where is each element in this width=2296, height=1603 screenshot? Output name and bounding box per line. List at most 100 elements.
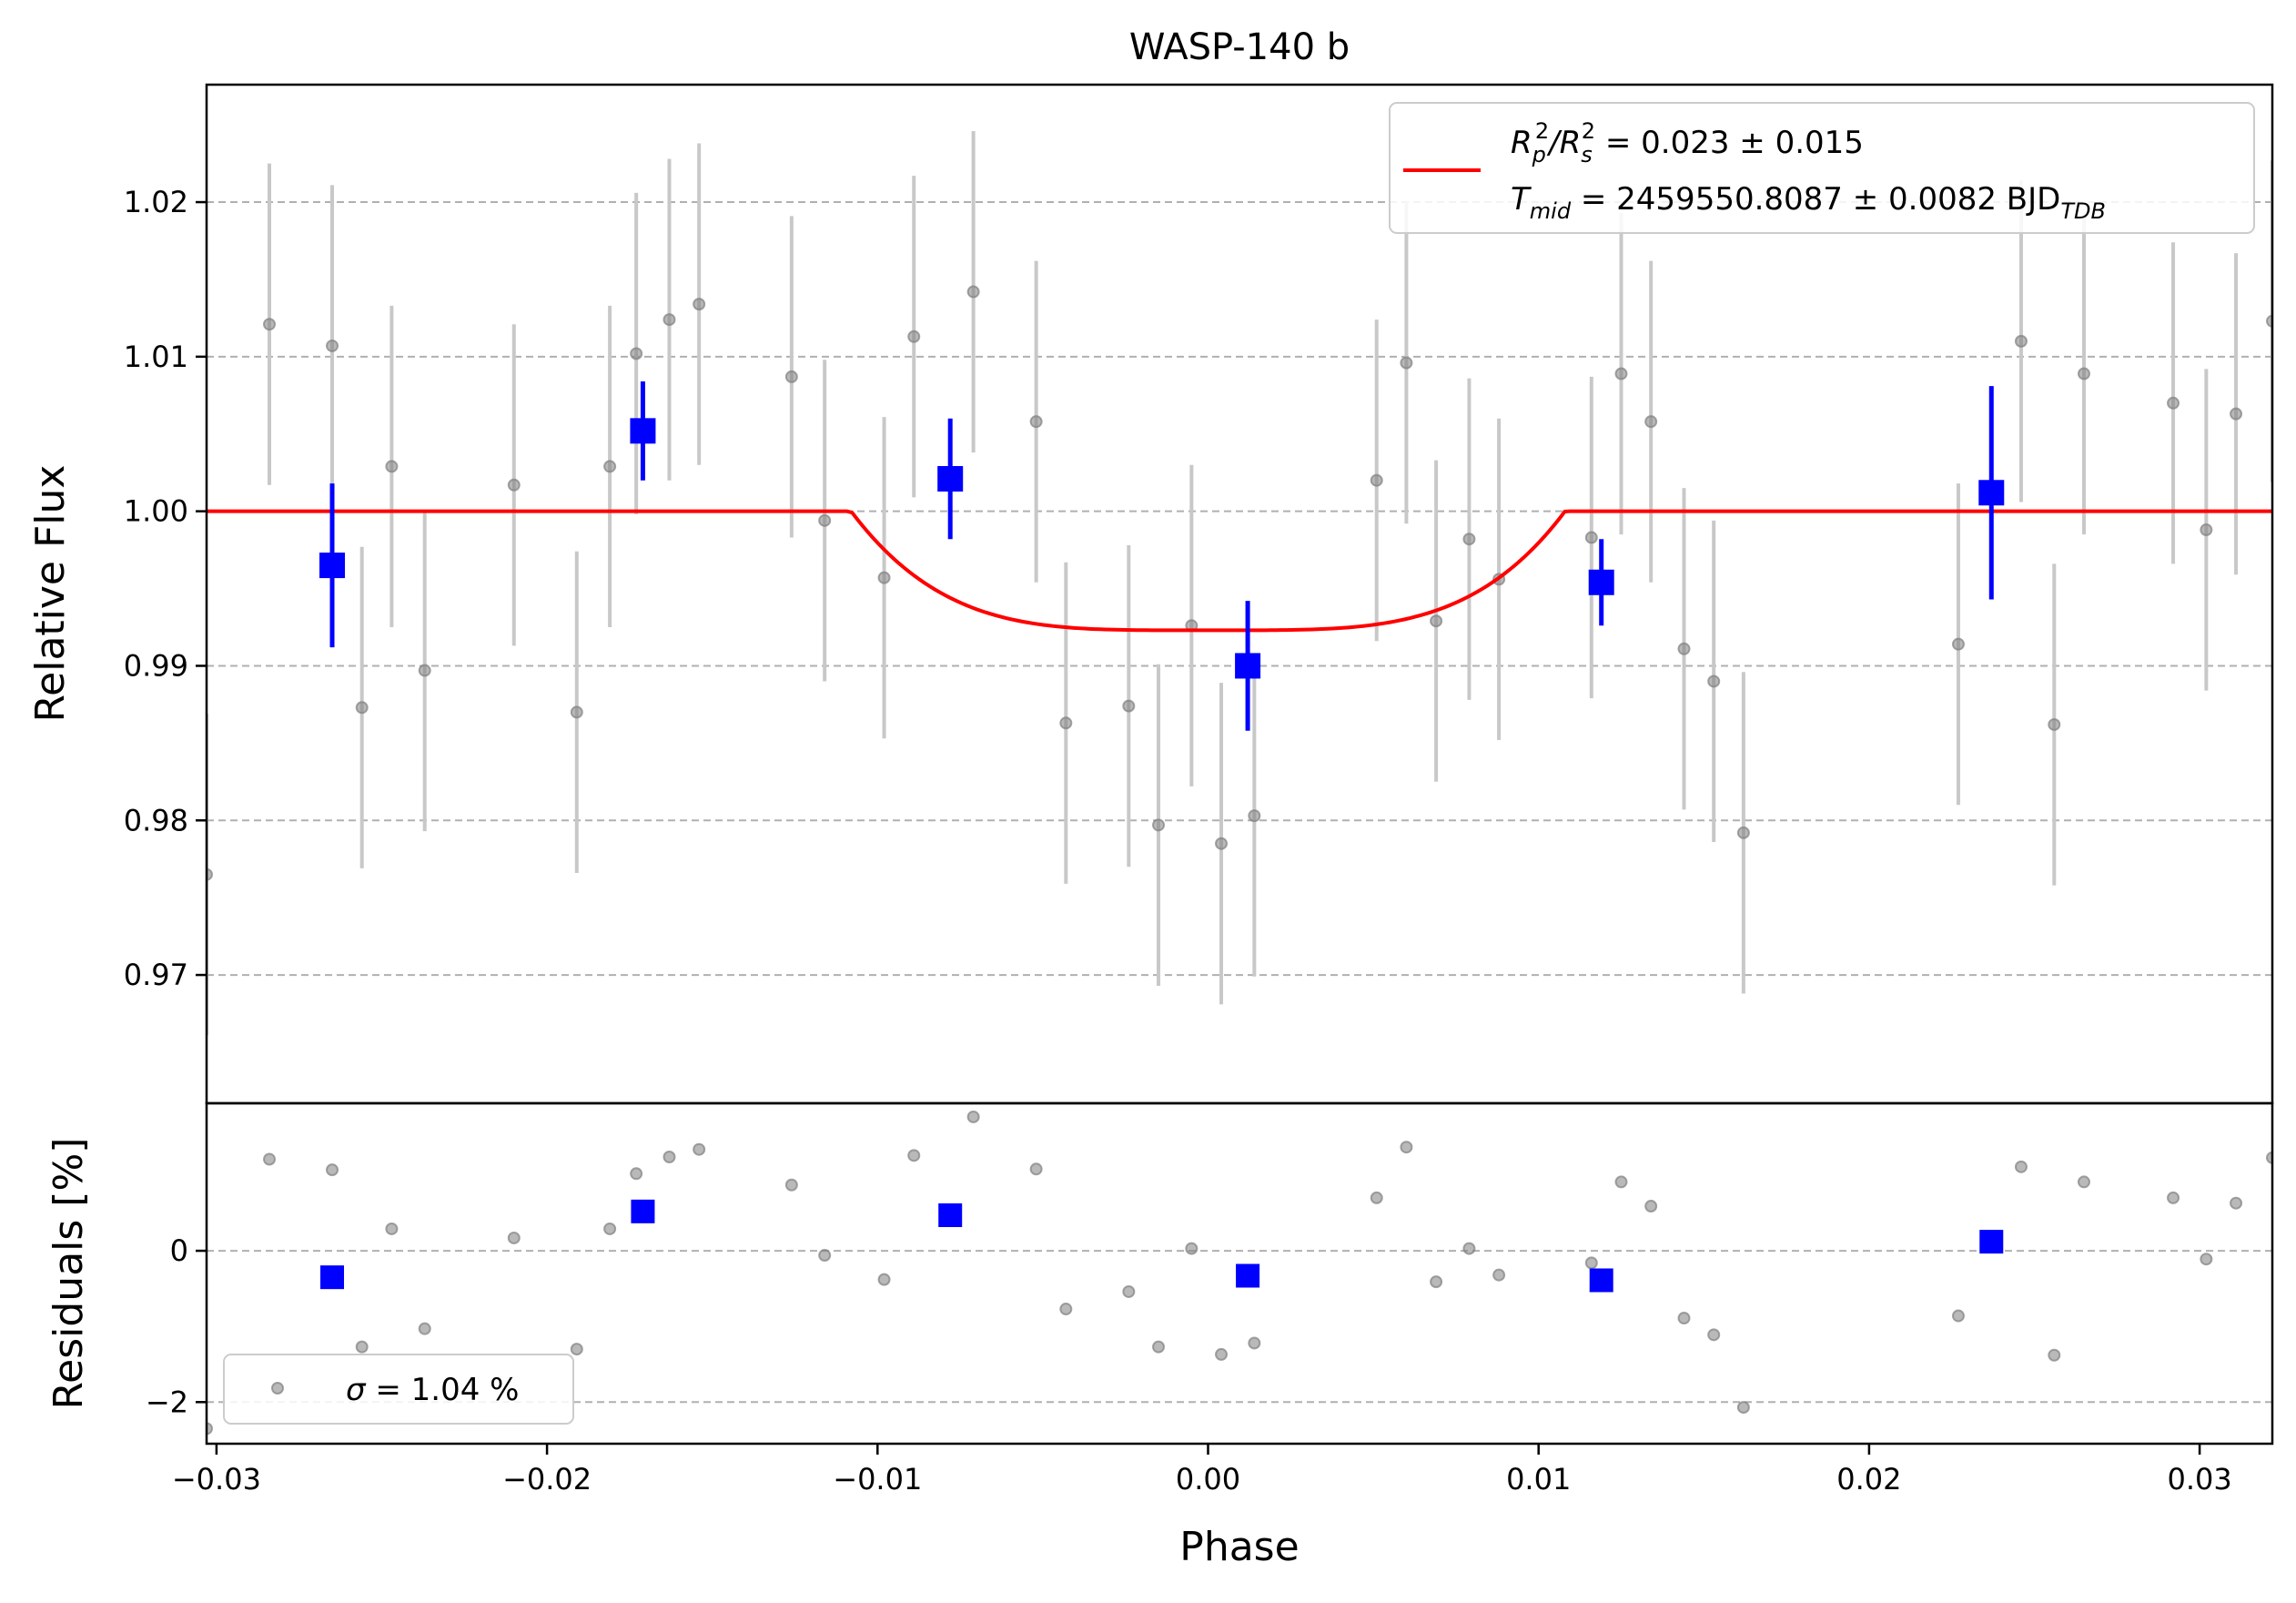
legend-rs-sub: s [1581, 142, 1593, 167]
residuals-raw-point-25 [1400, 1141, 1413, 1154]
flux-binned-point-1 [630, 418, 656, 444]
x-ticks: −0.03 −0.02 −0.01 0.00 0.01 0.02 0.03 [172, 1444, 2232, 1496]
flux-binned-point-2 [937, 465, 964, 492]
residuals-raw-point-32 [1677, 1312, 1691, 1325]
residuals-binned-point-0 [320, 1265, 345, 1290]
residuals-legend-box [223, 1354, 574, 1425]
residuals-raw-point-13 [818, 1249, 832, 1263]
flux-raw-point-1 [263, 318, 277, 331]
residuals-y-axis-label: Residuals [%] [46, 1138, 92, 1410]
residuals-raw-point-34 [1736, 1401, 1750, 1415]
residuals-raw-point-10 [663, 1151, 676, 1164]
residuals-raw-point-2 [326, 1163, 339, 1177]
flux-raw-point-40 [2200, 523, 2213, 537]
residuals-ytick-label-0: −2 [146, 1385, 188, 1419]
flux-raw-point-32 [1677, 642, 1691, 655]
flux-ytick-label-2: 0.99 [124, 648, 188, 683]
flux-raw-point-20 [1152, 818, 1166, 832]
residuals-raw-point-19 [1122, 1284, 1136, 1298]
flux-raw-point-3 [355, 701, 369, 715]
residuals-raw-point-28 [1492, 1268, 1506, 1282]
flux-raw-point-39 [2167, 396, 2180, 410]
residuals-raw-point-22 [1215, 1347, 1229, 1361]
xtick-label-2: −0.01 [833, 1462, 922, 1496]
residuals-raw-point-8 [603, 1222, 617, 1235]
flux-raw-point-17 [1029, 415, 1043, 429]
residuals-raw-point-38 [2077, 1175, 2090, 1189]
legend-rp-rs-value: = 0.023 ± 0.015 [1595, 125, 1864, 161]
flux-raw-point-27 [1462, 533, 1476, 546]
legend-sigma-value: = 1.04 % [366, 1372, 520, 1408]
flux-raw-point-34 [1736, 826, 1750, 839]
residuals-raw-point-17 [1029, 1162, 1043, 1176]
flux-binned-point-4 [1588, 569, 1614, 595]
flux-raw-point-14 [877, 571, 891, 584]
flux-ytick-label-3: 1.00 [124, 494, 188, 529]
residuals-raw-point-36 [2014, 1160, 2028, 1173]
flux-legend-box [1389, 102, 2255, 234]
residuals-raw-point-12 [784, 1178, 798, 1192]
flux-panel: 0.97 0.98 0.99 1.00 1.01 1.02 Relative Flux R… [27, 83, 2274, 1105]
residuals-binned-point-2 [938, 1203, 963, 1228]
residuals-y-ticks: −2 0 [146, 1233, 207, 1419]
legend-rp-sup: 2 [1535, 118, 1549, 144]
residuals-raw-point-6 [507, 1231, 521, 1244]
residuals-raw-point-20 [1152, 1340, 1166, 1354]
residuals-raw-point-7 [570, 1343, 583, 1356]
residuals-raw-point-26 [1430, 1275, 1443, 1289]
residuals-raw-point-29 [1584, 1256, 1598, 1270]
residuals-raw-point-37 [2048, 1348, 2061, 1362]
residuals-legend-swatch [271, 1382, 284, 1395]
residuals-binned-point-1 [631, 1199, 655, 1223]
chart-title: WASP-140 b [1129, 26, 1350, 68]
flux-raw-point-38 [2077, 367, 2090, 380]
flux-raw-point-10 [663, 313, 676, 327]
xtick-label-3: 0.00 [1176, 1462, 1240, 1496]
flux-grid [207, 201, 2272, 977]
flux-raw-point-0 [207, 867, 213, 881]
residuals-raw-point-42 [2266, 1151, 2272, 1164]
flux-legend: Rp2/Rs2 = 0.023 ± 0.015 Tmid = 2459550.8… [1389, 102, 2255, 234]
flux-raw-point-29 [1584, 531, 1598, 544]
flux-raw-point-15 [907, 330, 921, 343]
residuals-raw-point-27 [1462, 1242, 1476, 1255]
legend-tmid-value: = 2459550.8087 ± 0.0082 BJD [1571, 181, 2060, 218]
residuals-raw-point-24 [1370, 1191, 1383, 1204]
flux-raw-point-7 [570, 705, 583, 719]
residuals-raw-point-39 [2167, 1191, 2180, 1204]
flux-raw-point-12 [784, 370, 798, 383]
residuals-raw-point-21 [1185, 1242, 1199, 1255]
flux-raw-point-13 [818, 513, 832, 527]
residuals-raw-point-9 [630, 1167, 643, 1181]
flux-binned-points [319, 381, 2005, 731]
residuals-raw-point-5 [418, 1322, 431, 1335]
xtick-label-4: 0.01 [1506, 1462, 1571, 1496]
flux-axes-frame [205, 83, 2274, 1105]
legend-rs-symbol: /R [1546, 125, 1581, 161]
flux-raw-point-24 [1370, 473, 1383, 487]
flux-raw-point-5 [418, 664, 431, 677]
residuals-raw-point-15 [907, 1149, 921, 1162]
residuals-raw-point-1 [263, 1152, 277, 1166]
residuals-raw-point-4 [385, 1222, 399, 1235]
flux-raw-point-19 [1122, 699, 1136, 713]
xtick-label-5: 0.02 [1836, 1462, 1901, 1496]
flux-raw-point-23 [1248, 809, 1261, 823]
residuals-raw-point-23 [1248, 1336, 1261, 1350]
x-axis-label: Phase [1179, 1524, 1299, 1570]
flux-raw-point-33 [1707, 675, 1721, 688]
residuals-binned-point-4 [1589, 1268, 1613, 1293]
residuals-raw-point-40 [2200, 1253, 2213, 1266]
flux-raw-point-36 [2014, 334, 2028, 348]
flux-raw-point-8 [603, 460, 617, 473]
residuals-ytick-label-1: 0 [170, 1233, 188, 1268]
legend-tmid-symbol: T [1511, 181, 1532, 218]
flux-raw-point-35 [1951, 637, 1965, 651]
residuals-binned-point-3 [1236, 1263, 1260, 1288]
flux-raw-point-37 [2048, 717, 2061, 731]
flux-binned-point-0 [319, 553, 346, 579]
legend-rp-sub: p [1532, 142, 1546, 167]
flux-raw-point-42 [2266, 314, 2272, 328]
flux-raw-errorbars [207, 130, 2272, 1036]
